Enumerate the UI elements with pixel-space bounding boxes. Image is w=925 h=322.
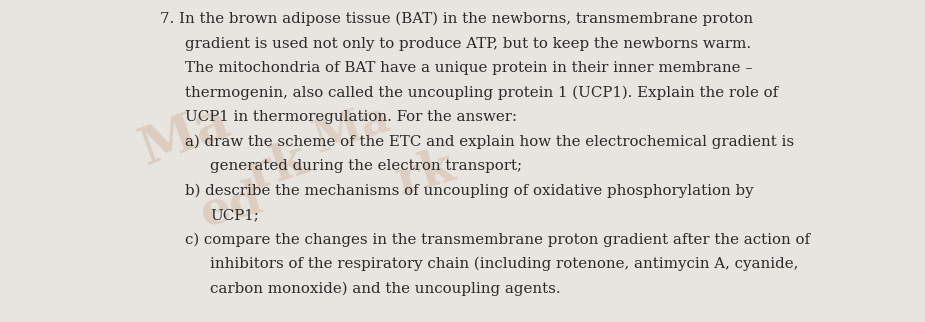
Text: Ma: Ma (133, 95, 237, 175)
Text: c) compare the changes in the transmembrane proton gradient after the action of: c) compare the changes in the transmembr… (185, 232, 810, 247)
Text: 7. In the brown adipose tissue (BAT) in the newborns, transmembrane proton: 7. In the brown adipose tissue (BAT) in … (160, 12, 753, 26)
Text: rk: rk (240, 135, 314, 200)
Text: a) draw the scheme of the ETC and explain how the electrochemical gradient is: a) draw the scheme of the ETC and explai… (185, 135, 795, 149)
Text: inhibitors of the respiratory chain (including rotenone, antimycin A, cyanide,: inhibitors of the respiratory chain (inc… (210, 257, 798, 271)
Text: generated during the electron transport;: generated during the electron transport; (210, 159, 522, 173)
Text: UCP1 in thermoregulation. For the answer:: UCP1 in thermoregulation. For the answer… (185, 110, 517, 124)
Text: ed: ed (195, 176, 267, 236)
Text: Ma: Ma (308, 96, 395, 161)
Text: b) describe the mechanisms of uncoupling of oxidative phosphorylation by: b) describe the mechanisms of uncoupling… (185, 184, 754, 198)
Text: gradient is used not only to produce ATP, but to keep the newborns warm.: gradient is used not only to produce ATP… (185, 36, 751, 51)
Text: The mitochondria of BAT have a unique protein in their inner membrane –: The mitochondria of BAT have a unique pr… (185, 61, 753, 75)
Text: carbon monoxide) and the uncoupling agents.: carbon monoxide) and the uncoupling agen… (210, 281, 561, 296)
Text: thermogenin, also called the uncoupling protein 1 (UCP1). Explain the role of: thermogenin, also called the uncoupling … (185, 86, 778, 100)
Text: rk: rk (390, 143, 461, 205)
Text: UCP1;: UCP1; (210, 208, 259, 222)
